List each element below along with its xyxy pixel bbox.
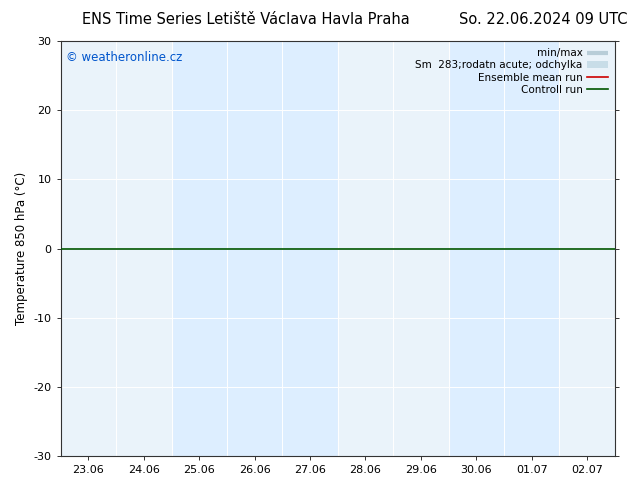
Bar xyxy=(116,41,172,456)
Text: © weatheronline.cz: © weatheronline.cz xyxy=(66,51,183,64)
Bar xyxy=(61,41,116,456)
Bar xyxy=(559,41,615,456)
Y-axis label: Temperature 850 hPa (°C): Temperature 850 hPa (°C) xyxy=(15,172,28,325)
Text: ENS Time Series Letiště Václava Havla Praha: ENS Time Series Letiště Václava Havla Pr… xyxy=(82,12,410,27)
Text: So. 22.06.2024 09 UTC: So. 22.06.2024 09 UTC xyxy=(459,12,628,27)
Legend: min/max, Sm  283;rodatn acute; odchylka, Ensemble mean run, Controll run: min/max, Sm 283;rodatn acute; odchylka, … xyxy=(413,46,610,97)
Bar xyxy=(338,41,393,456)
Bar xyxy=(393,41,449,456)
